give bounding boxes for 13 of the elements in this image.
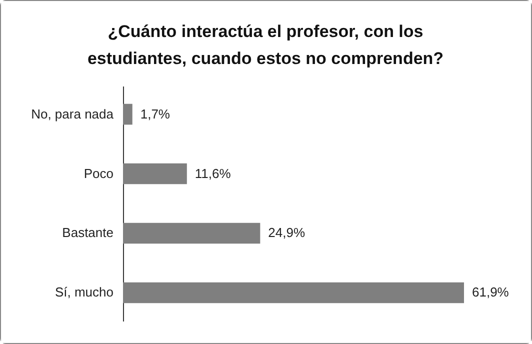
data-label: 24,9% xyxy=(268,225,306,240)
y-tick-label: Bastante xyxy=(62,225,114,240)
y-tick-label: Sí, mucho xyxy=(54,284,114,300)
data-label: 11,6% xyxy=(194,166,232,181)
bar xyxy=(123,163,187,184)
data-label: 61,9% xyxy=(472,284,510,300)
bar xyxy=(123,104,132,125)
y-tick-label: No, para nada xyxy=(31,106,114,122)
bar xyxy=(123,222,260,244)
y-tick-label: Poco xyxy=(84,166,114,181)
bar xyxy=(123,282,464,304)
chart-title: ¿Cuánto interactúa el profesor, con los estudiantes, cuando estos no comprenden? xyxy=(87,22,444,68)
data-label: 1,7% xyxy=(140,106,170,122)
